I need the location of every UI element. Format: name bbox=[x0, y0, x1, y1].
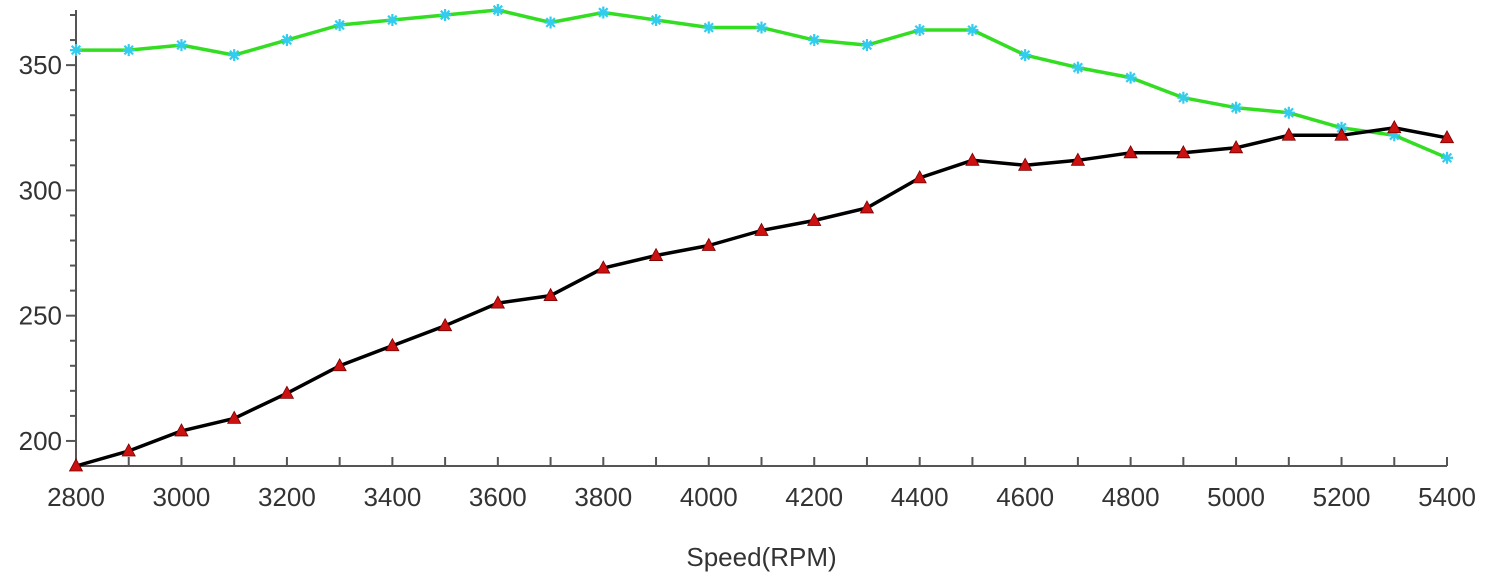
data-point bbox=[1124, 71, 1137, 84]
y-tick-label: 300 bbox=[19, 175, 62, 205]
data-point bbox=[439, 9, 452, 22]
series-2 bbox=[68, 119, 1455, 472]
x-tick-label: 4600 bbox=[996, 482, 1054, 512]
x-tick-label: 5000 bbox=[1207, 482, 1265, 512]
series-line bbox=[75, 126, 1448, 468]
data-point bbox=[597, 6, 610, 19]
series-1 bbox=[70, 4, 1453, 164]
data-point bbox=[1441, 151, 1453, 164]
data-point bbox=[68, 458, 84, 472]
data-point bbox=[702, 21, 715, 34]
data-point bbox=[333, 19, 346, 32]
data-point bbox=[121, 443, 136, 457]
data-point bbox=[755, 21, 768, 34]
data-point bbox=[1228, 139, 1244, 154]
data-point bbox=[1071, 61, 1084, 74]
data-point bbox=[860, 39, 873, 52]
data-point bbox=[279, 385, 295, 399]
data-point bbox=[1019, 49, 1032, 62]
x-tick-label: 3000 bbox=[153, 482, 211, 512]
data-point bbox=[543, 287, 558, 302]
y-tick-label: 200 bbox=[19, 426, 62, 456]
data-point bbox=[1439, 129, 1455, 144]
y-tick-label: 250 bbox=[19, 301, 62, 331]
data-point bbox=[650, 14, 663, 27]
data-point bbox=[385, 337, 400, 352]
x-tick-label: 4400 bbox=[891, 482, 949, 512]
x-tick-label: 4800 bbox=[1102, 482, 1160, 512]
data-point bbox=[1017, 157, 1033, 171]
x-tick-label: 4000 bbox=[680, 482, 738, 512]
x-tick-label: 5200 bbox=[1313, 482, 1371, 512]
data-point bbox=[122, 44, 135, 57]
data-point bbox=[754, 222, 769, 236]
data-point bbox=[807, 212, 822, 226]
data-point bbox=[965, 152, 980, 166]
data-point bbox=[1123, 144, 1138, 159]
data-point bbox=[808, 34, 821, 47]
y-tick-label: 350 bbox=[19, 50, 62, 80]
data-point bbox=[1281, 127, 1296, 141]
data-point bbox=[596, 260, 611, 274]
data-point bbox=[648, 247, 664, 261]
data-point bbox=[175, 39, 188, 52]
x-axis: 2800 3000 3200 3400 3600 3800 4000 4200 4400 4600… bbox=[47, 457, 1476, 512]
data-point bbox=[1334, 127, 1349, 141]
data-point bbox=[280, 34, 293, 47]
data-point bbox=[332, 357, 347, 372]
data-point bbox=[912, 170, 927, 184]
data-point bbox=[1387, 119, 1402, 134]
data-point bbox=[1230, 101, 1243, 114]
x-tick-label: 2800 bbox=[47, 482, 105, 512]
data-point bbox=[174, 423, 189, 437]
x-tick-label: 3200 bbox=[258, 482, 316, 512]
data-point bbox=[70, 44, 82, 57]
x-tick-label: 5400 bbox=[1418, 482, 1476, 512]
x-axis-label: Speed(RPM) bbox=[686, 542, 836, 572]
x-tick-label: 3600 bbox=[469, 482, 527, 512]
x-tick-label: 4200 bbox=[785, 482, 843, 512]
data-point bbox=[227, 410, 242, 424]
data-point bbox=[701, 237, 716, 251]
data-point bbox=[386, 14, 399, 27]
data-point bbox=[1282, 106, 1295, 119]
data-point bbox=[1177, 91, 1190, 104]
data-point bbox=[1176, 144, 1191, 159]
data-point bbox=[913, 24, 926, 37]
data-point bbox=[544, 16, 557, 29]
x-tick-label: 3400 bbox=[363, 482, 421, 512]
y-axis: 200 250 300 350 bbox=[19, 10, 77, 466]
data-point bbox=[490, 295, 506, 309]
data-point bbox=[859, 200, 875, 214]
data-point bbox=[966, 24, 979, 37]
data-point bbox=[437, 317, 453, 332]
data-point bbox=[491, 4, 504, 16]
series-group bbox=[68, 4, 1455, 472]
data-point bbox=[228, 49, 241, 62]
x-tick-label: 3800 bbox=[574, 482, 632, 512]
data-point bbox=[1070, 152, 1086, 166]
